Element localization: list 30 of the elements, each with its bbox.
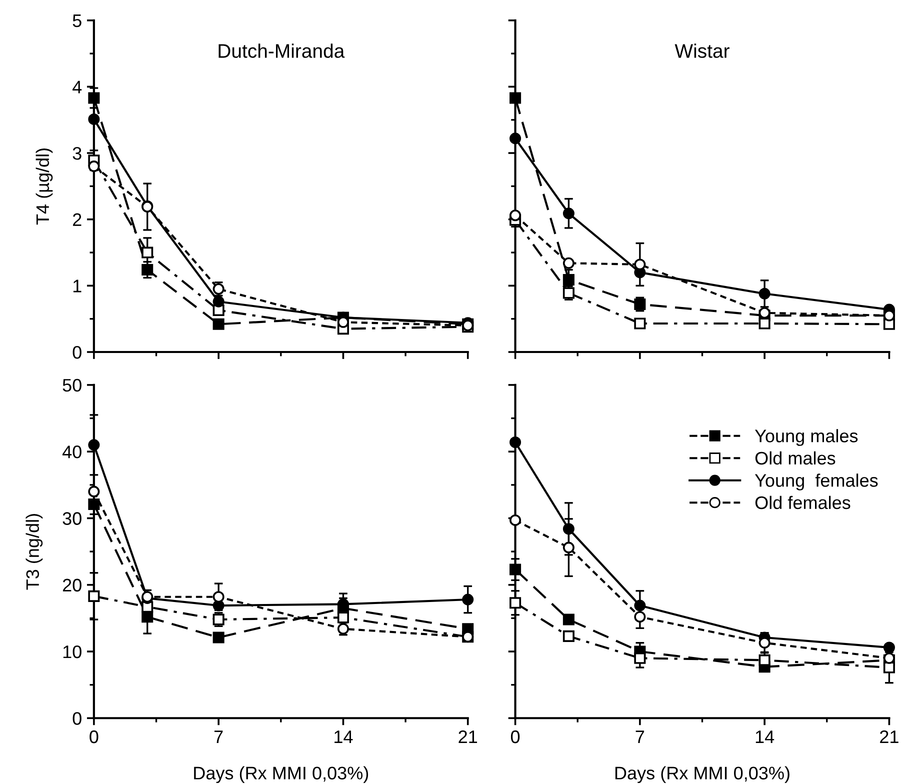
- text: Dutch-Miranda: [218, 44, 345, 58]
- legend-label: Young males: [754, 429, 858, 446]
- y-tick-label: 40: [62, 446, 82, 458]
- x-axis-title: Days (Rx MMI 0,03%): [194, 766, 368, 784]
- x-tick-label: 14: [334, 730, 353, 744]
- y-tick-label: 3: [72, 146, 82, 160]
- legend-label: Old females: [755, 496, 850, 510]
- y-tick-label: 4: [72, 80, 82, 94]
- y-axis-title: T4 (µg/dl): [36, 148, 53, 225]
- x-tick-label: 7: [636, 730, 644, 744]
- x-tick-label: 7: [214, 730, 223, 744]
- x-tick-label: 21: [880, 730, 898, 744]
- y-tick-label: 50: [62, 378, 82, 392]
- y-tick-label: 20: [62, 578, 82, 592]
- text: Wistar: [674, 44, 730, 58]
- y-tick-label: 30: [62, 512, 82, 525]
- x-tick-label: 0: [510, 730, 520, 744]
- y-tick-label: 0: [72, 346, 82, 359]
- y-tick-label: 0: [72, 712, 82, 725]
- y-tick-label: 5: [72, 14, 82, 28]
- x-tick-label: 0: [90, 730, 98, 744]
- y-axis-title: T3 (ng/dl): [26, 514, 43, 590]
- y-tick-label: 1: [73, 280, 82, 292]
- y-tick-label: 2: [73, 213, 82, 226]
- x-tick-label: 21: [458, 730, 478, 744]
- legend-label: Young females: [754, 474, 878, 490]
- legend-label: Old males: [755, 451, 836, 465]
- x-axis-title: Days (Rx MMI 0,03%): [615, 766, 790, 784]
- y-tick-label: 10: [63, 645, 82, 658]
- x-tick-label: 14: [756, 730, 774, 744]
